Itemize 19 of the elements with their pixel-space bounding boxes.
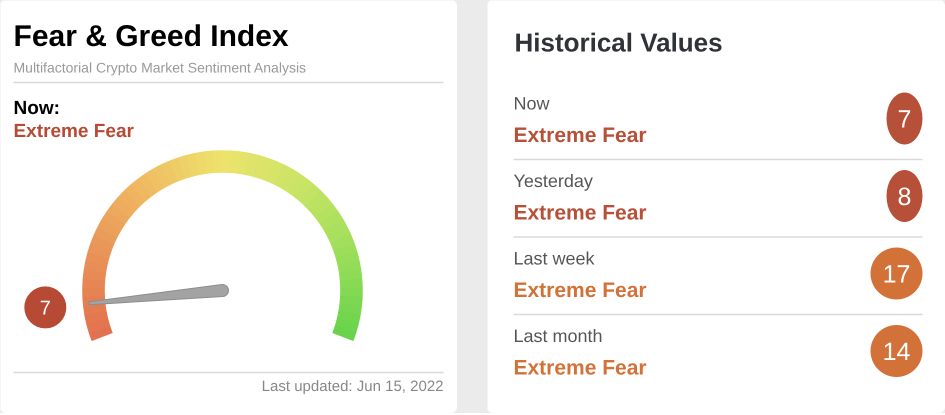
text: Last week	[514, 248, 596, 268]
text: Last month	[514, 326, 603, 346]
data-label: 7	[40, 297, 51, 320]
text: Now	[514, 94, 551, 114]
text: Extreme Fear	[514, 356, 647, 380]
text: Extreme Fear	[514, 124, 647, 147]
text: Extreme Fear	[514, 279, 647, 302]
text: Last updated: Jun 15, 2022	[262, 378, 444, 395]
text: Fear & Greed Index	[14, 20, 289, 53]
data-label: 8	[898, 183, 912, 211]
text: Extreme Fear	[514, 202, 647, 224]
data-label: 14	[882, 338, 910, 366]
text: Historical Values	[514, 28, 723, 58]
data-label: 7	[898, 106, 912, 134]
text: Yesterday	[514, 171, 593, 191]
text: Multifactorial Crypto Market Sentiment Analysis	[14, 60, 306, 76]
text: Extreme Fear	[14, 121, 135, 142]
data-label: 17	[882, 260, 910, 288]
text: Now:	[14, 98, 60, 119]
